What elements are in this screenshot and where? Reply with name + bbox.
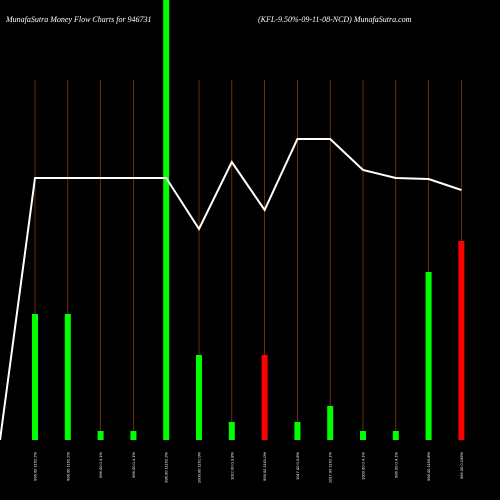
bar — [130, 431, 137, 440]
x-tick-label: 996.00 1193.8% — [426, 452, 431, 481]
x-tick-label: 1017.00 0.3.8% — [295, 452, 300, 480]
x-tick-label: 1003.00 0.4.1% — [361, 452, 366, 480]
x-tick-label: 996.00 0.4.1% — [98, 452, 103, 478]
x-tick-label: 995.00 0.196% — [459, 452, 464, 479]
bar — [261, 355, 268, 440]
x-tick-label: 1012.00 0.3.8% — [229, 452, 234, 480]
bar — [458, 241, 465, 440]
bar — [392, 431, 399, 440]
x-tick-label: 1017.00 1162.1% — [328, 452, 333, 484]
bar — [228, 422, 235, 440]
x-tick-label: 996.00 0.4.1% — [393, 452, 398, 478]
bar — [97, 431, 104, 440]
bar — [327, 406, 334, 440]
bar — [32, 314, 38, 440]
bar — [425, 272, 432, 440]
bar — [196, 355, 202, 440]
bar — [294, 422, 301, 440]
x-tick-label: 996.00 0.4.1% — [131, 452, 136, 478]
price-line — [0, 138, 462, 441]
chart-subtitle: (KFL-9.50%-09-11-08-NCD) MunafaSutra.com — [258, 15, 412, 24]
chart-title: MunafaSutra Money Flow Charts for 946731 — [5, 15, 152, 24]
x-tick-label: 1000.00 1161.0% — [197, 452, 202, 484]
x-tick-label: 996.00 1162.2% — [33, 452, 38, 481]
bar — [163, 0, 170, 440]
x-tick-label: 996.00 1162.2% — [65, 452, 70, 481]
bar — [64, 314, 71, 440]
x-tick-label: 996.00 11162.2% — [164, 452, 169, 483]
x-tick-label: 999.00 1161.0% — [262, 452, 267, 481]
bar — [360, 431, 366, 440]
